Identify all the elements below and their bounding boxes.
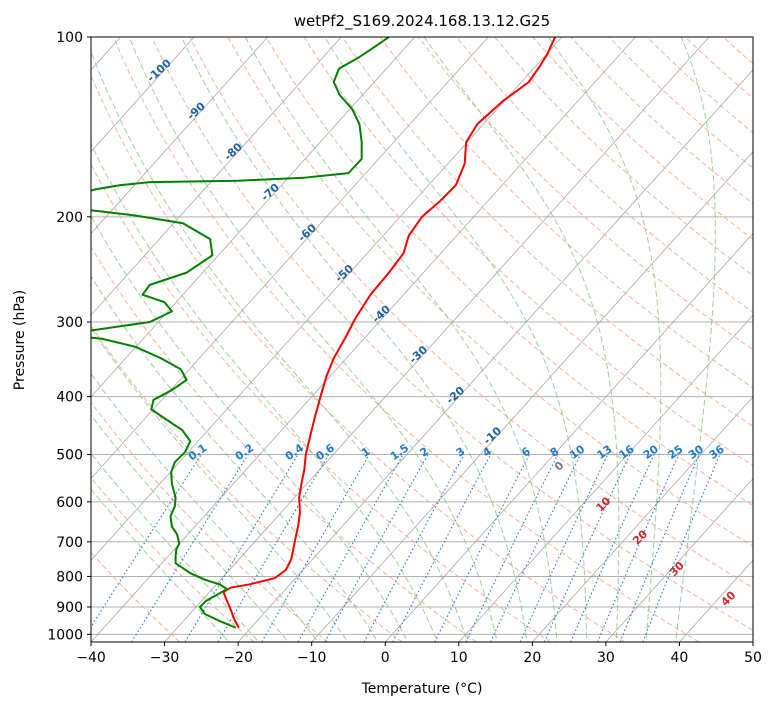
- x-tick-label: 50: [744, 650, 762, 666]
- moist-adiabat-line: [91, 452, 260, 642]
- x-tick-label: −20: [223, 650, 253, 666]
- dry-adiabat-line: [113, 37, 700, 642]
- mixing-ratio-line: [184, 454, 299, 642]
- x-axis-label: Temperature (°C): [361, 681, 483, 697]
- dry-adiabat-line: [265, 37, 753, 507]
- plot-background: [91, 37, 753, 642]
- mixing-ratio-line: [543, 454, 631, 642]
- dry-adiabats: [91, 37, 775, 642]
- dry-adiabat-line: [227, 37, 753, 547]
- isotherm-line: [532, 396, 753, 642]
- isotherm-line: [91, 37, 269, 234]
- dry-adiabat-line: [341, 37, 753, 427]
- y-tick-label: 1000: [47, 627, 83, 643]
- mixing-ratio-line: [363, 454, 465, 642]
- x-tick-label: 30: [597, 650, 615, 666]
- moist-adiabat-line: [128, 37, 498, 642]
- moist-adiabat-line: [91, 326, 349, 642]
- moist-adiabats: [91, 37, 716, 642]
- y-tick-label: 800: [56, 569, 83, 585]
- isotherm-line: [91, 37, 416, 398]
- mixing-ratio-line: [570, 454, 655, 642]
- plot-frame: [90, 36, 754, 643]
- dry-adiabat-line: [91, 74, 626, 642]
- isotherm-line: [605, 477, 753, 642]
- y-tick-label: 900: [56, 600, 83, 616]
- mixing-ratio-line: [217, 454, 330, 642]
- isotherm-line: [237, 69, 753, 642]
- y-tick-label: 500: [56, 448, 83, 464]
- moist-adiabat-line: [244, 37, 558, 642]
- y-tick-label: 100: [56, 30, 83, 46]
- x-tick-label: −10: [297, 650, 327, 666]
- dry-adiabat-line: [91, 401, 329, 642]
- isotherm-line: [91, 37, 563, 561]
- y-tick-label: 400: [56, 390, 83, 406]
- isotherm-line: [311, 151, 753, 642]
- moist-adiabat-line: [91, 372, 319, 642]
- dry-adiabat-line: [456, 37, 753, 314]
- mixing-ratio-lines: [91, 454, 721, 642]
- y-axis-label: Pressure (hPa): [12, 290, 28, 390]
- isotherm-line: [384, 232, 753, 642]
- y-axis: 100 200 300 400 500 600 700 800 900 1000: [47, 30, 91, 643]
- isotherm-line: [752, 641, 753, 642]
- isotherms: [91, 37, 753, 642]
- moist-adiabat-line: [423, 37, 620, 642]
- isotherm-line: [164, 37, 710, 642]
- isotherm-line: [91, 37, 342, 316]
- x-tick-label: 40: [671, 650, 689, 666]
- isotherm-line: [91, 37, 195, 153]
- dry-adiabat-line: [91, 476, 255, 642]
- y-tick-label: 600: [56, 495, 83, 511]
- isotherm-line: [458, 314, 753, 642]
- x-tick-label: 20: [523, 650, 541, 666]
- dry-adiabat-line: [189, 37, 753, 589]
- temperature-profile-line: [222, 37, 557, 629]
- moist-adiabat-line: [324, 37, 588, 642]
- moist-adiabat-line: [91, 275, 379, 642]
- x-tick-label: 10: [450, 650, 468, 666]
- mixing-ratio-line: [261, 454, 370, 642]
- isotherm-line: [91, 37, 636, 642]
- chart-title: wetPf2_S169.2024.168.13.12.G25: [294, 12, 550, 31]
- pressure-grid: [91, 37, 753, 635]
- mixing-ratio-line: [519, 454, 609, 642]
- moist-adiabat-line: [181, 37, 528, 642]
- mixing-ratio-line: [597, 454, 680, 642]
- dry-adiabat-line: [151, 37, 753, 631]
- moist-adiabat-line: [675, 37, 716, 642]
- moist-adiabat-line: [547, 37, 662, 642]
- mixing-ratio-line: [297, 454, 404, 642]
- mixing-ratio-line: [489, 454, 581, 642]
- moist-adiabat-line: [91, 414, 290, 642]
- y-tick-label: 300: [56, 315, 83, 331]
- sounding-profiles: [91, 37, 557, 629]
- mixing-ratio-line: [642, 454, 721, 642]
- moist-adiabat-line: [91, 488, 230, 642]
- mixing-ratio-line: [619, 454, 700, 642]
- y-tick-label: 700: [56, 535, 83, 551]
- dry-adiabat-line: [761, 37, 775, 642]
- x-tick-label: 0: [381, 650, 390, 666]
- x-axis: −40 −30 −20 −10 0 10 20 30 40 50: [76, 642, 762, 666]
- mixing-ratio-line: [91, 454, 202, 628]
- x-tick-label: −40: [76, 650, 106, 666]
- dewpoint-profile-line: [91, 37, 390, 629]
- moist-adiabat-line: [91, 142, 439, 642]
- y-tick-label: 200: [56, 210, 83, 226]
- dry-adiabat-line: [91, 163, 551, 642]
- moist-adiabat-line: [91, 50, 468, 642]
- x-tick-label: −30: [150, 650, 180, 666]
- dry-adiabat-line: [418, 37, 753, 351]
